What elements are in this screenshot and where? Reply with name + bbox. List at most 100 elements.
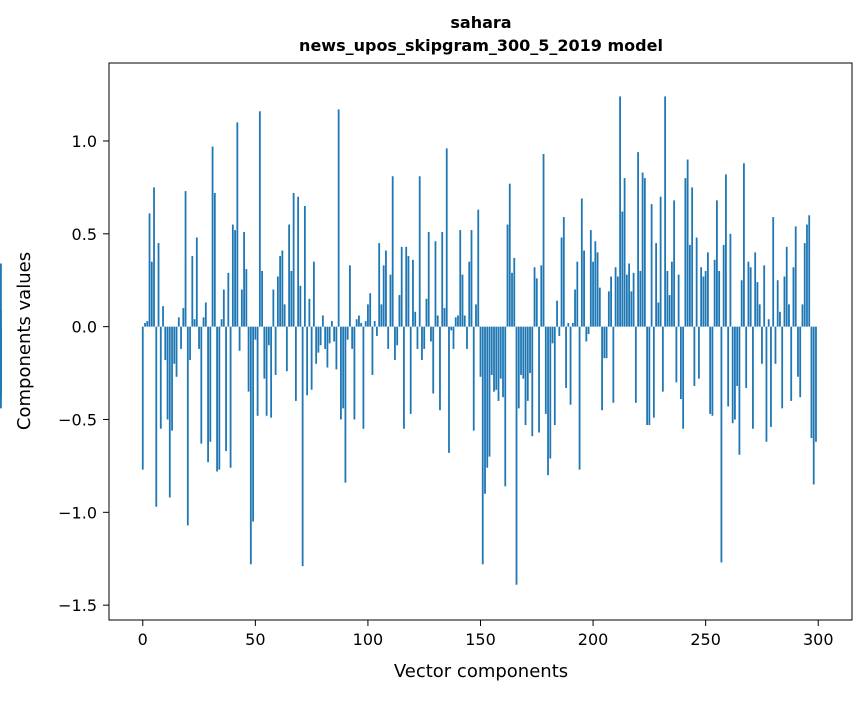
- bar-91: [346, 326, 349, 340]
- bar-246: [695, 237, 698, 327]
- bar-280: [772, 217, 775, 327]
- bar-101: [369, 293, 372, 327]
- bar-185: [558, 326, 561, 336]
- bar-194: [578, 326, 581, 470]
- bar-29: [207, 326, 209, 463]
- bar-295: [806, 224, 808, 327]
- bar-163: [508, 183, 511, 327]
- bar-50: [254, 326, 257, 340]
- y-axis-ticks: −1.5 −1.0 −0.5 0.0 0.5 1.0: [58, 132, 109, 615]
- bar-35: [220, 319, 223, 327]
- bar-102: [371, 326, 374, 375]
- bar-148: [475, 304, 477, 327]
- bar-236: [673, 200, 676, 327]
- bar-9: [162, 306, 164, 327]
- bar-97: [360, 322, 363, 327]
- bar-19: [184, 191, 187, 327]
- bar-37: [225, 326, 227, 452]
- bar-159: [499, 326, 502, 379]
- bar-176: [538, 326, 540, 433]
- bar-139: [454, 317, 457, 327]
- bar-85: [333, 326, 336, 342]
- bar-126: [425, 298, 428, 327]
- bar-93: [351, 326, 354, 349]
- bar-161: [504, 326, 507, 487]
- bar-170: [524, 326, 527, 426]
- bar-100: [367, 304, 369, 327]
- bar-129: [432, 326, 435, 394]
- bar-147: [472, 326, 475, 431]
- bar-23: [193, 319, 196, 327]
- bar-273: [756, 282, 759, 327]
- bar-263: [734, 326, 736, 420]
- bar-249: [702, 276, 705, 327]
- bar-75: [310, 326, 313, 390]
- bar-59: [274, 326, 277, 375]
- bar-95: [355, 319, 358, 327]
- bar-123: [418, 176, 421, 327]
- bar-130: [434, 241, 437, 327]
- bar-173: [531, 326, 534, 437]
- bar-259: [725, 174, 727, 327]
- bar-16: [177, 317, 180, 327]
- bar-261: [729, 233, 732, 327]
- bar-78: [317, 326, 320, 353]
- bar-140: [457, 315, 459, 327]
- bar-199: [589, 230, 592, 327]
- bar-0: [141, 326, 144, 470]
- bar-258: [722, 244, 725, 327]
- bar-281: [774, 326, 777, 364]
- bar-116: [403, 326, 405, 429]
- bar-141: [459, 230, 462, 327]
- bar-94: [353, 326, 356, 420]
- bar-115: [400, 246, 403, 327]
- bar-57: [270, 326, 273, 418]
- bar-2: [146, 321, 149, 327]
- bar-58: [272, 289, 275, 327]
- bar-153: [486, 326, 489, 468]
- bar-54: [263, 326, 266, 379]
- bar-209: [612, 326, 615, 403]
- bar-114: [398, 295, 401, 327]
- bar-88: [340, 326, 342, 420]
- bar-162: [506, 224, 509, 327]
- bar-172: [529, 326, 531, 374]
- bar-55: [265, 326, 268, 416]
- bar-121: [414, 311, 417, 327]
- bar-201: [594, 241, 597, 327]
- bar-64: [285, 326, 288, 372]
- bar-282: [776, 280, 779, 327]
- bar-178: [542, 153, 545, 327]
- bar-43: [238, 326, 241, 351]
- bar-240: [682, 326, 685, 429]
- bar-72: [303, 205, 306, 327]
- bar-182: [551, 326, 554, 344]
- bar-175: [535, 278, 538, 327]
- bar-274: [758, 304, 761, 327]
- bar-229: [657, 302, 660, 327]
- bar-154: [488, 326, 491, 457]
- bar-61: [279, 256, 282, 327]
- bar-26: [200, 326, 203, 444]
- bar-89: [342, 326, 345, 409]
- bar-247: [698, 326, 700, 379]
- bar-77: [315, 326, 318, 364]
- bar-134: [443, 308, 446, 327]
- bar-257: [720, 326, 723, 563]
- bar-270: [749, 267, 752, 327]
- bar-69: [297, 196, 300, 327]
- bar-108: [385, 250, 387, 327]
- bar-8: [159, 326, 162, 429]
- bar-202: [596, 252, 599, 327]
- y-tick-label: 0.0: [72, 318, 97, 337]
- bar-275: [761, 326, 763, 364]
- bar-288: [790, 326, 793, 401]
- bar-196: [583, 250, 585, 327]
- bar-239: [679, 326, 682, 400]
- bar-36: [222, 289, 225, 327]
- bar-195: [580, 198, 583, 327]
- bar-71: [301, 326, 304, 567]
- bar-167: [517, 326, 520, 409]
- bar-189: [567, 322, 570, 327]
- bar-168: [520, 326, 522, 375]
